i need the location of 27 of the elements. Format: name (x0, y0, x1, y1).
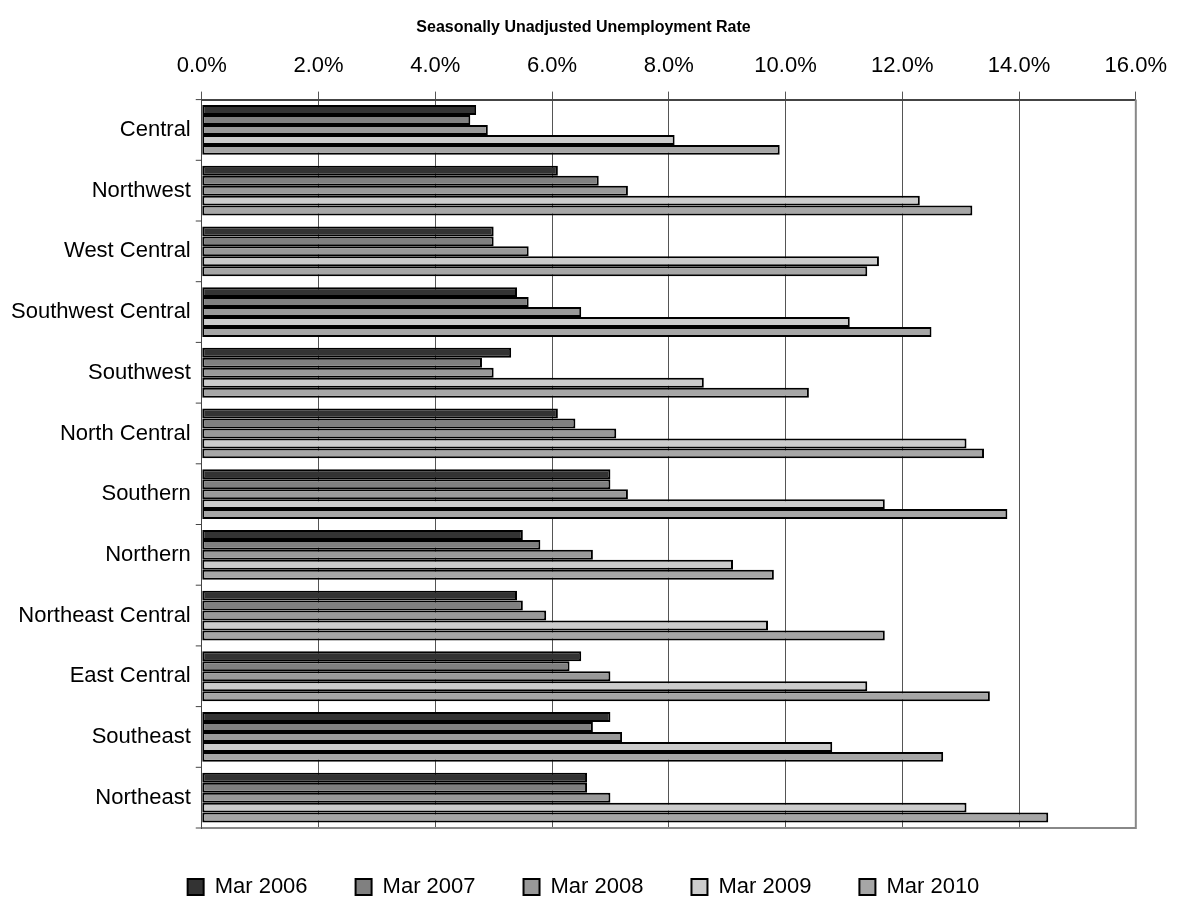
y-tick-label: Southwest (88, 358, 191, 384)
y-tick-label: Northwest (91, 176, 191, 202)
x-tick-label: 6.0% (526, 52, 578, 78)
x-tick-label: 2.0% (293, 52, 344, 78)
y-tick-label: Southern (101, 480, 191, 506)
y-tick-label: Southeast (91, 723, 191, 749)
x-tick-label: 12.0% (871, 52, 934, 78)
chart-title: Seasonally Unadjusted Unemployment Rate (416, 18, 751, 36)
legend-label: Mar 2010 (886, 873, 980, 899)
x-tick-label: 10.0% (754, 52, 817, 78)
legend-label: Mar 2008 (550, 873, 644, 899)
legend-label: Mar 2007 (382, 873, 476, 899)
x-tick-label: 4.0% (410, 52, 461, 78)
x-tick-label: 14.0% (987, 52, 1051, 78)
legend-label: Mar 2009 (718, 873, 812, 899)
y-tick-label: West Central (64, 237, 191, 263)
y-tick-label: Northern (105, 540, 191, 566)
y-tick-label: Northeast (95, 783, 191, 809)
y-tick-label: Northeast Central (18, 601, 191, 627)
y-tick-label: Central (119, 116, 191, 142)
x-tick-label: 8.0% (643, 52, 694, 78)
x-tick-label: 16.0% (1104, 52, 1168, 78)
legend-label: Mar 2006 (214, 873, 308, 899)
y-tick-label: North Central (59, 419, 191, 445)
y-tick-label: East Central (69, 662, 191, 688)
y-tick-label: Southwest Central (10, 298, 191, 324)
x-tick-label: 0.0% (176, 52, 227, 78)
